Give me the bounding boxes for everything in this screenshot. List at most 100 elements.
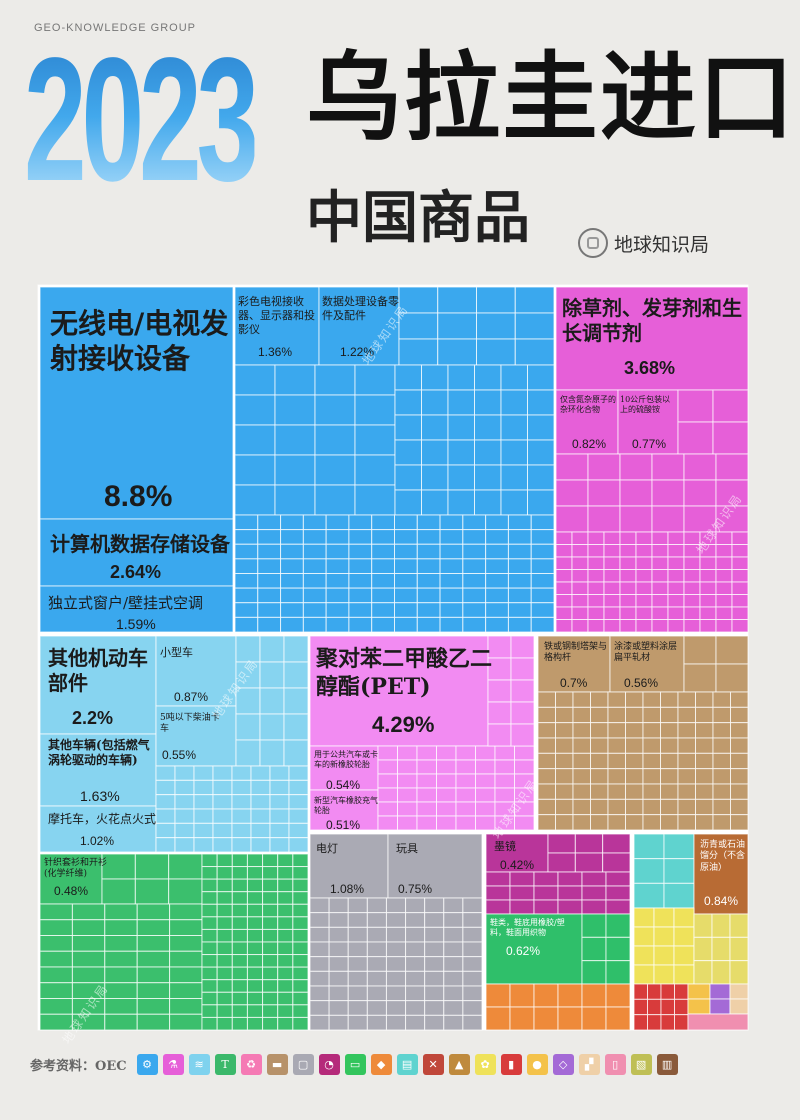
treemap-tile [443,926,464,943]
treemap-tile [277,954,294,968]
treemap-tile [555,814,574,831]
treemap-tile [462,1000,483,1016]
treemap-tile [730,752,749,770]
treemap-tile [651,556,669,570]
treemap-tile [715,505,749,533]
treemap-tile [677,421,714,455]
treemap-tile [633,926,655,947]
treemap-tile [651,594,669,608]
treemap-tile [537,706,556,724]
treemap-tile [555,594,573,608]
treemap-tile [660,691,679,708]
treemap-tile [607,722,626,739]
treemap-tile [625,768,644,785]
treemap-tile [201,891,218,905]
treemap-tile [474,364,502,391]
treemap-tile [730,798,749,816]
tile-coated-steel [609,635,685,693]
treemap-tile [277,853,294,868]
treemap-tile [155,765,176,781]
treemap-tile [292,966,309,981]
treemap-tile [371,573,396,589]
treemap-tile [537,814,556,831]
treemap-tile [280,602,304,618]
treemap-tile [328,970,349,987]
treemap-tile [314,424,356,456]
treemap-tile [416,587,441,604]
treemap-tile [348,573,373,589]
treemap-tile [292,1016,309,1031]
treemap-tile [603,556,621,570]
treemap-tile [136,950,171,968]
treemap-tile [347,1000,368,1016]
treemap-tile [259,713,285,741]
treemap-tile [555,581,573,595]
treemap-tile [292,991,309,1006]
treemap-tile [731,569,749,583]
treemap-tile [660,722,679,739]
treemap-tile [533,885,559,901]
treemap-tile [667,531,685,545]
treemap-tile [201,878,218,893]
treemap-tile [510,635,535,659]
tile-value: 1.02% [80,834,115,848]
treemap-tile [169,1013,203,1031]
treemap-tile [385,912,407,928]
treemap-tile [280,573,304,589]
treemap-tile [424,985,445,1002]
treemap-tile [212,808,233,824]
treemap-tile [231,822,252,839]
treemap-tile [424,941,445,958]
treemap-tile [699,606,717,620]
treemap-tile [663,858,695,884]
treemap-tile [274,424,316,456]
treemap-tile [507,529,532,545]
treemap-tile [347,970,368,987]
treemap-tile [677,706,696,724]
treemap-tile [231,878,248,893]
treemap-tile [647,998,662,1016]
treemap-tile [377,773,398,789]
treemap-tile [572,737,591,754]
treemap-tile [667,606,685,620]
treemap-tile [547,833,576,854]
treemap-tile [447,489,475,516]
treemap-tile [292,916,309,930]
tile-label: 除草剂、发芽剂和生长调节剂 [562,296,742,345]
treemap-tile [347,956,368,972]
treemap-tile [366,1000,387,1016]
treemap-tile [712,389,749,423]
treemap-tile [619,556,637,570]
treemap-tile [246,991,264,1006]
treemap-tile [416,815,437,831]
treemap-tile [674,998,689,1016]
treemap-tile [250,779,271,796]
treemap-tile [397,745,418,761]
treemap-tile [687,1013,749,1031]
treemap-tile [354,424,396,456]
treemap-tile [288,808,309,824]
treemap-tile [424,1000,445,1016]
treemap-tile [292,853,309,868]
treemap-tile [487,701,512,725]
treemap-tile [683,453,717,481]
tile-herbicides [555,286,749,391]
treemap-tile [71,919,106,936]
treemap-tile [394,602,418,618]
treemap-tile [262,891,279,905]
treemap-tile [262,966,279,981]
treemap-tile [730,783,749,800]
treemap-tile [729,936,749,962]
gauge-icon: ◔ [318,1053,340,1075]
treemap-tile [216,916,233,930]
treemap-tile [730,768,749,785]
treemap-tile [633,858,665,884]
treemap-tile [288,837,309,853]
treemap-tile [269,794,290,810]
tile-value: 1.36% [258,345,293,359]
shoe-icon: ▞ [578,1053,600,1075]
treemap-tile [385,1000,407,1016]
treemap-tile [555,479,589,507]
treemap-tile [683,663,717,693]
treemap-tile [607,706,626,724]
